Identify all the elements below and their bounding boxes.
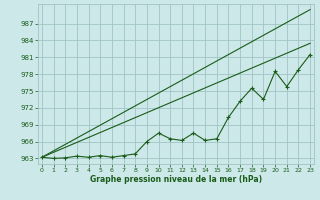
X-axis label: Graphe pression niveau de la mer (hPa): Graphe pression niveau de la mer (hPa) [90,175,262,184]
